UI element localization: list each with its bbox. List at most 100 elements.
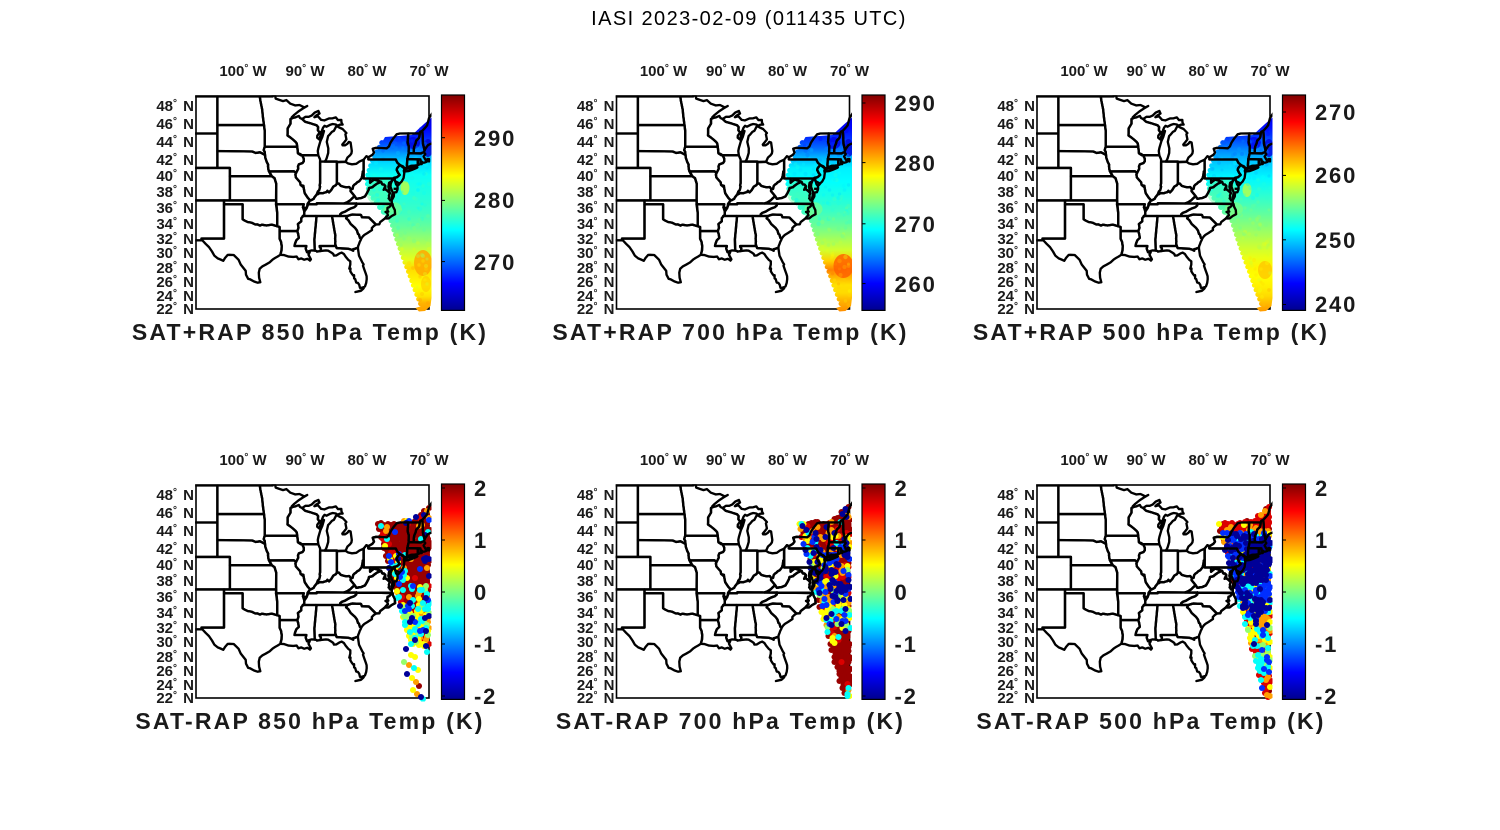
svg-text:SAT-RAP 700 hPa Temp (K): SAT-RAP 700 hPa Temp (K) (556, 708, 905, 734)
svg-text:34° N: 34° N (577, 605, 615, 622)
svg-text:28° N: 28° N (156, 649, 194, 666)
svg-text:30° N: 30° N (997, 634, 1035, 651)
svg-text:44° N: 44° N (577, 134, 615, 151)
svg-text:44° N: 44° N (577, 523, 615, 540)
svg-text:42° N: 42° N (577, 541, 615, 558)
svg-text:100° W: 100° W (640, 452, 688, 469)
svg-text:100° W: 100° W (1060, 63, 1108, 80)
svg-text:270: 270 (1315, 100, 1357, 125)
svg-text:2: 2 (895, 476, 909, 501)
svg-text:1: 1 (895, 528, 909, 553)
svg-text:46° N: 46° N (577, 505, 615, 522)
svg-text:80° W: 80° W (347, 63, 387, 80)
svg-text:-1: -1 (474, 632, 497, 657)
svg-text:40° N: 40° N (577, 557, 615, 574)
svg-text:290: 290 (474, 126, 516, 151)
svg-text:80° W: 80° W (1188, 452, 1228, 469)
svg-text:40° N: 40° N (156, 557, 194, 574)
svg-text:32° N: 32° N (577, 231, 615, 248)
svg-text:42° N: 42° N (577, 152, 615, 169)
svg-text:90° W: 90° W (285, 63, 325, 80)
svg-text:28° N: 28° N (156, 260, 194, 277)
svg-text:-2: -2 (474, 684, 497, 709)
svg-text:46° N: 46° N (156, 505, 194, 522)
svg-text:70° W: 70° W (409, 452, 449, 469)
svg-text:30° N: 30° N (577, 245, 615, 262)
svg-text:70° W: 70° W (409, 63, 449, 80)
svg-text:70° W: 70° W (830, 452, 870, 469)
svg-text:SAT-RAP 500 hPa Temp (K): SAT-RAP 500 hPa Temp (K) (976, 708, 1325, 734)
svg-text:38° N: 38° N (577, 573, 615, 590)
svg-text:260: 260 (1315, 163, 1357, 188)
svg-text:SAT+RAP 500 hPa Temp (K): SAT+RAP 500 hPa Temp (K) (973, 319, 1329, 345)
svg-text:28° N: 28° N (577, 260, 615, 277)
svg-text:40° N: 40° N (997, 557, 1035, 574)
svg-text:70° W: 70° W (1250, 63, 1290, 80)
svg-text:30° N: 30° N (156, 245, 194, 262)
svg-text:38° N: 38° N (997, 573, 1035, 590)
svg-text:48° N: 48° N (997, 487, 1035, 504)
svg-text:22° N: 22° N (577, 301, 615, 318)
svg-text:36° N: 36° N (577, 200, 615, 217)
svg-text:80° W: 80° W (1188, 63, 1228, 80)
svg-text:32° N: 32° N (577, 620, 615, 637)
svg-text:80° W: 80° W (347, 452, 387, 469)
svg-text:290: 290 (895, 91, 937, 116)
svg-text:22° N: 22° N (997, 301, 1035, 318)
svg-text:34° N: 34° N (156, 605, 194, 622)
svg-text:70° W: 70° W (1250, 452, 1290, 469)
svg-text:30° N: 30° N (156, 634, 194, 651)
svg-text:SAT+RAP 700 hPa Temp (K): SAT+RAP 700 hPa Temp (K) (552, 319, 908, 345)
svg-text:48° N: 48° N (156, 98, 194, 115)
svg-text:26° N: 26° N (156, 274, 194, 291)
svg-text:260: 260 (895, 272, 937, 297)
svg-text:90° W: 90° W (1126, 63, 1166, 80)
svg-text:26° N: 26° N (577, 663, 615, 680)
svg-text:90° W: 90° W (1126, 452, 1166, 469)
svg-text:24° N: 24° N (156, 288, 194, 305)
svg-text:22° N: 22° N (997, 690, 1035, 707)
svg-text:24° N: 24° N (577, 677, 615, 694)
svg-text:48° N: 48° N (577, 98, 615, 115)
svg-text:90° W: 90° W (706, 63, 746, 80)
svg-text:28° N: 28° N (577, 649, 615, 666)
svg-text:34° N: 34° N (577, 216, 615, 233)
svg-text:100° W: 100° W (219, 63, 267, 80)
svg-text:36° N: 36° N (156, 200, 194, 217)
svg-text:38° N: 38° N (156, 184, 194, 201)
svg-text:270: 270 (474, 250, 516, 275)
svg-text:26° N: 26° N (577, 274, 615, 291)
svg-text:100° W: 100° W (219, 452, 267, 469)
svg-text:270: 270 (895, 212, 937, 237)
svg-text:46° N: 46° N (577, 116, 615, 133)
svg-text:38° N: 38° N (156, 573, 194, 590)
svg-text:26° N: 26° N (997, 663, 1035, 680)
svg-text:32° N: 32° N (997, 620, 1035, 637)
svg-text:22° N: 22° N (156, 690, 194, 707)
svg-text:250: 250 (1315, 228, 1357, 253)
svg-text:30° N: 30° N (997, 245, 1035, 262)
svg-text:100° W: 100° W (640, 63, 688, 80)
svg-text:40° N: 40° N (156, 168, 194, 185)
svg-text:IASI 2023-02-09 (011435 UTC): IASI 2023-02-09 (011435 UTC) (591, 8, 907, 30)
svg-text:36° N: 36° N (997, 589, 1035, 606)
svg-text:100° W: 100° W (1060, 452, 1108, 469)
svg-text:48° N: 48° N (156, 487, 194, 504)
svg-text:22° N: 22° N (156, 301, 194, 318)
svg-text:32° N: 32° N (156, 620, 194, 637)
svg-text:1: 1 (1315, 528, 1329, 553)
svg-text:24° N: 24° N (997, 288, 1035, 305)
svg-text:36° N: 36° N (997, 200, 1035, 217)
svg-text:40° N: 40° N (577, 168, 615, 185)
svg-text:32° N: 32° N (997, 231, 1035, 248)
svg-text:SAT-RAP 850 hPa Temp (K): SAT-RAP 850 hPa Temp (K) (135, 708, 484, 734)
svg-text:46° N: 46° N (156, 116, 194, 133)
svg-text:24° N: 24° N (577, 288, 615, 305)
svg-text:-1: -1 (895, 632, 918, 657)
svg-text:24° N: 24° N (156, 677, 194, 694)
svg-text:34° N: 34° N (997, 216, 1035, 233)
svg-text:-2: -2 (895, 684, 918, 709)
svg-text:2: 2 (474, 476, 488, 501)
svg-text:70° W: 70° W (830, 63, 870, 80)
svg-text:34° N: 34° N (997, 605, 1035, 622)
